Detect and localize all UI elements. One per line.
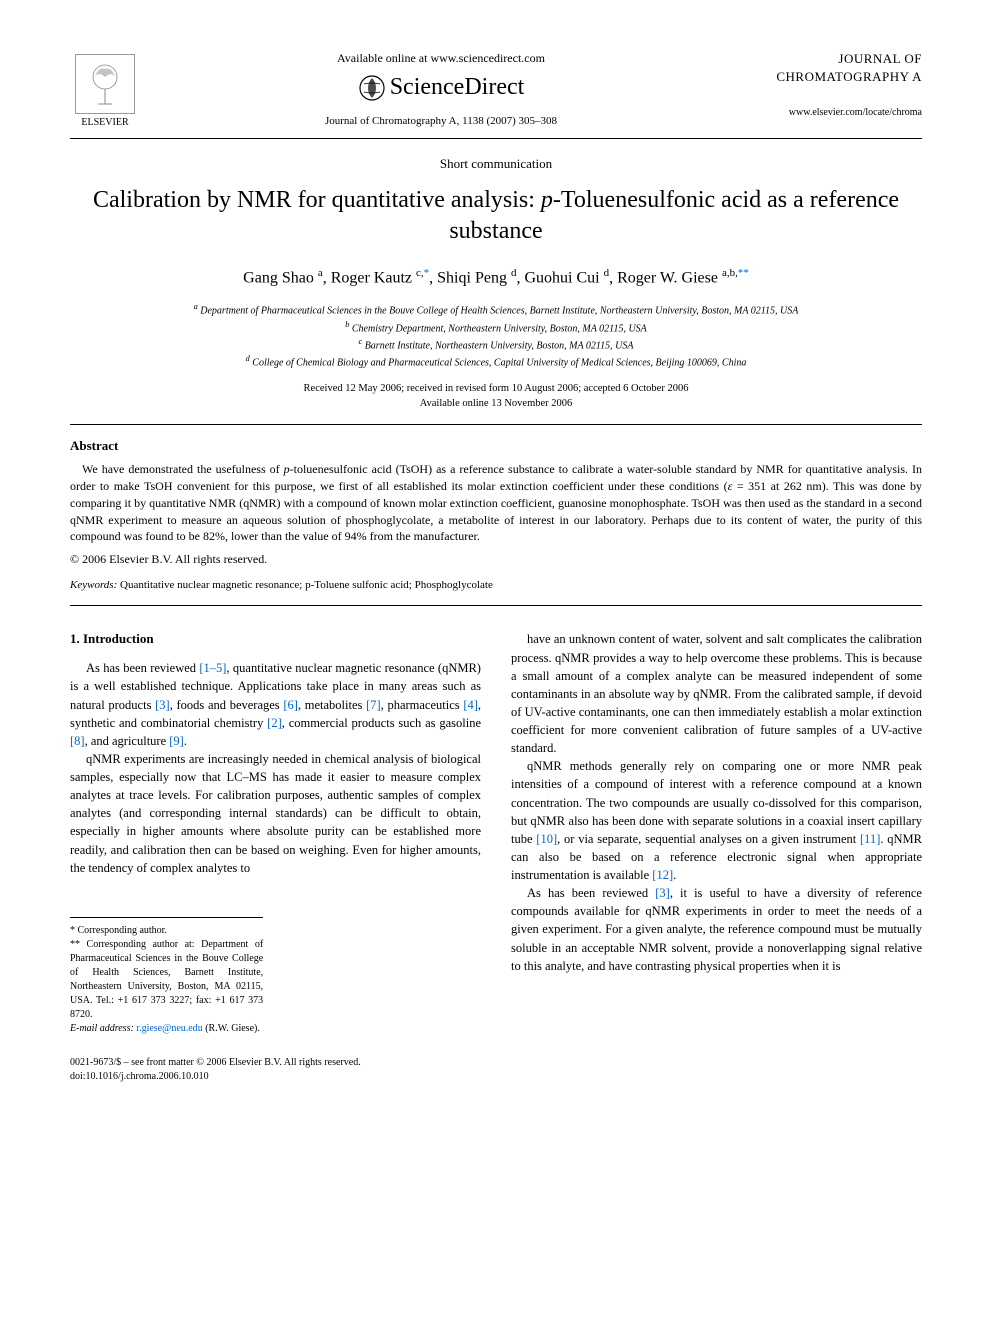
footnote-email: E-mail address: r.giese@neu.edu (R.W. Gi… (70, 1022, 263, 1036)
keywords-label: Keywords: (70, 579, 117, 591)
email-name: (R.W. Giese). (205, 1023, 260, 1034)
footnote-corr1: * Corresponding author. (70, 924, 263, 938)
section-1-heading: 1. Introduction (70, 630, 481, 649)
article-dates: Received 12 May 2006; received in revise… (70, 381, 922, 413)
footer-line1: 0021-9673/$ – see front matter © 2006 El… (70, 1056, 481, 1070)
sciencedirect-icon (358, 74, 386, 102)
page-footer: 0021-9673/$ – see front matter © 2006 El… (70, 1056, 481, 1084)
affiliation-d: d College of Chemical Biology and Pharma… (70, 353, 922, 370)
affiliation-c: c Barnett Institute, Northeastern Univer… (70, 336, 922, 353)
abstract-copyright: © 2006 Elsevier B.V. All rights reserved… (70, 551, 922, 568)
dates-online: Available online 13 November 2006 (70, 396, 922, 412)
footer-line2: doi:10.1016/j.chroma.2006.10.010 (70, 1070, 481, 1084)
authors: Gang Shao a, Roger Kautz c,*, Shiqi Peng… (70, 266, 922, 290)
sciencedirect-text: ScienceDirect (390, 74, 525, 100)
abstract-bottom-rule (70, 605, 922, 606)
elsevier-logo: ELSEVIER (70, 50, 140, 130)
title-pre: Calibration by NMR for quantitative anal… (93, 187, 541, 213)
affiliation-a: a Department of Pharmaceutical Sciences … (70, 301, 922, 318)
affiliation-b: b Chemistry Department, Northeastern Uni… (70, 319, 922, 336)
left-column: 1. Introduction As has been reviewed [1–… (70, 630, 481, 1083)
article-type: Short communication (70, 155, 922, 173)
journal-citation: Journal of Chromatography A, 1138 (2007)… (160, 114, 722, 129)
journal-right-block: JOURNAL OF CHROMATOGRAPHY A www.elsevier… (742, 50, 922, 120)
abstract-heading: Abstract (70, 437, 922, 455)
keywords: Keywords: Quantitative nuclear magnetic … (70, 578, 922, 593)
col1-para2: qNMR experiments are increasingly needed… (70, 750, 481, 877)
center-header: Available online at www.sciencedirect.co… (140, 50, 742, 130)
body-columns: 1. Introduction As has been reviewed [1–… (70, 630, 922, 1083)
journal-name: JOURNAL OF CHROMATOGRAPHY A (742, 50, 922, 86)
dates-received: Received 12 May 2006; received in revise… (70, 381, 922, 397)
journal-url: www.elsevier.com/locate/chroma (742, 106, 922, 120)
page-header: ELSEVIER Available online at www.science… (70, 50, 922, 130)
col2-para2: qNMR methods generally rely on comparing… (511, 757, 922, 884)
abstract-text: We have demonstrated the usefulness of p… (70, 461, 922, 545)
col2-para3: As has been reviewed [3], it is useful t… (511, 884, 922, 975)
footnotes: * Corresponding author. ** Corresponding… (70, 917, 263, 1036)
right-column: have an unknown content of water, solven… (511, 630, 922, 1083)
col1-para1: As has been reviewed [1–5], quantitative… (70, 659, 481, 750)
affiliations: a Department of Pharmaceutical Sciences … (70, 301, 922, 370)
title-italic: p (541, 187, 553, 213)
col2-para1: have an unknown content of water, solven… (511, 630, 922, 757)
elsevier-tree-icon (75, 54, 135, 114)
email-label: E-mail address: (70, 1023, 134, 1034)
abstract-top-rule (70, 424, 922, 425)
footnote-corr2: ** Corresponding author at: Department o… (70, 938, 263, 1022)
elsevier-label: ELSEVIER (81, 116, 128, 130)
available-online-text: Available online at www.sciencedirect.co… (160, 50, 722, 67)
sciencedirect-logo: ScienceDirect (160, 71, 722, 105)
header-rule (70, 138, 922, 139)
email-address[interactable]: r.giese@neu.edu (136, 1023, 202, 1034)
keywords-text: Quantitative nuclear magnetic resonance;… (120, 579, 493, 591)
article-title: Calibration by NMR for quantitative anal… (70, 185, 922, 247)
